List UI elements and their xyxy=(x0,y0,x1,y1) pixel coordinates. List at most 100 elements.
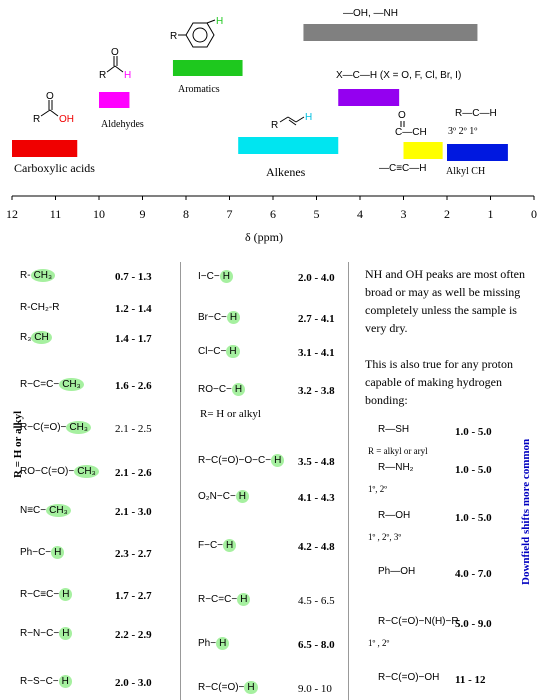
svg-text:H: H xyxy=(124,70,131,81)
col1-row-structure: R−S−C− H xyxy=(20,675,72,688)
label-aromatics: Aromatics xyxy=(178,84,220,95)
col1-row-range: 1.2 - 1.4 xyxy=(115,303,152,315)
col1-row-range: 2.1 - 3.0 xyxy=(115,506,152,518)
col1-row-range: 1.6 - 2.6 xyxy=(115,380,152,392)
col3-row-structure: R−C(=O)−N(H)−R xyxy=(378,616,459,627)
col2-row-range: 2.0 - 4.0 xyxy=(298,272,335,284)
col1-side-label: R = H or alkyl xyxy=(12,410,24,478)
col1-row-structure: N≡C− CH₃ xyxy=(20,504,71,517)
svg-text:O: O xyxy=(398,110,406,121)
col3-row-range: 1.0 - 5.0 xyxy=(455,426,492,438)
col3-row-note: 1º , 2º xyxy=(368,638,390,648)
svg-text:O: O xyxy=(111,47,119,58)
col2-note: R= H or alkyl xyxy=(200,408,261,420)
col2-row-range: 9.0 - 10 xyxy=(298,683,332,695)
x-tick-label: 12 xyxy=(6,207,18,221)
axis-label: δ (ppm) xyxy=(245,230,283,244)
label-aldehydes: Aldehydes xyxy=(101,119,144,130)
range-bar-3 xyxy=(303,24,478,41)
range-bar-5 xyxy=(338,89,400,106)
label-oh-nh: —OH, —NH xyxy=(343,8,398,19)
col2-row-structure: R−C(=O)−O−C− H xyxy=(198,454,285,467)
col3-row-structure: R—NH₂ xyxy=(378,462,414,473)
col1-row-structure: R−N−C− H xyxy=(20,627,73,640)
svg-text:R: R xyxy=(170,31,177,42)
col3-row-note: 1º, 2º xyxy=(368,484,388,494)
svg-text:H: H xyxy=(305,112,312,123)
svg-text:R: R xyxy=(33,114,40,125)
col1-row-structure: R−C(=O)− CH₃ xyxy=(20,421,91,434)
col2-row-range: 4.5 - 6.5 xyxy=(298,595,335,607)
col1-row-structure: R-CH₂-R xyxy=(20,302,60,313)
col1-row-range: 2.1 - 2.5 xyxy=(115,423,152,435)
x-tick-label: 9 xyxy=(140,207,146,221)
col3-row-structure: Ph—OH xyxy=(378,566,416,577)
label-alkenes: Alkenes xyxy=(266,165,306,179)
x-tick-label: 3 xyxy=(401,207,407,221)
col1-row-structure: RO−C(=O)− CH₃ xyxy=(20,465,99,478)
col3-row-range: 1.0 - 5.0 xyxy=(455,512,492,524)
label-alkyne: —C≡C—H xyxy=(379,163,427,174)
col3-row-note: R = alkyl or aryl xyxy=(368,446,428,456)
label-carboxylic: Carboxylic acids xyxy=(14,161,95,175)
label-rch: R—C—H xyxy=(455,108,497,119)
label-xch: X—C—H (X = O, F, Cl, Br, I) xyxy=(336,70,462,81)
col2-row-range: 3.2 - 3.8 xyxy=(298,385,335,397)
col1-row-range: 2.2 - 2.9 xyxy=(115,629,152,641)
x-tick-label: 8 xyxy=(183,207,189,221)
col1-row-structure: R−C≡C− H xyxy=(20,588,73,601)
col2-row-structure: Br−C− H xyxy=(198,311,241,324)
aldehyde-structure: R O H xyxy=(99,47,131,81)
col1-row-structure: Ph−C− H xyxy=(20,546,65,559)
range-bar-6 xyxy=(403,142,443,159)
col2-row-structure: I−C− H xyxy=(198,270,233,283)
col1-row-structure: R−C=C− CH₃ xyxy=(20,378,84,391)
svg-text:H: H xyxy=(216,16,223,27)
range-bar-1 xyxy=(99,92,130,108)
alkene-structure: R H xyxy=(271,112,312,131)
x-tick-label: 7 xyxy=(227,207,233,221)
col3-row-range: 5.0 - 9.0 xyxy=(455,618,492,630)
label-degrees: 3º 2º 1º xyxy=(448,126,478,137)
x-tick-label: 4 xyxy=(357,207,363,221)
note-1: NH and OH peaks are most often broad or … xyxy=(365,267,525,335)
svg-text:R: R xyxy=(99,70,106,81)
col2-row-structure: RO−C− H xyxy=(198,383,246,396)
column-divider-1 xyxy=(180,262,181,700)
benzene-structure: R H xyxy=(170,16,223,48)
x-tick-label: 6 xyxy=(270,207,276,221)
col2-row-range: 3.1 - 4.1 xyxy=(298,347,335,359)
col1-row-structure: R₃ CH xyxy=(20,331,52,344)
col1-row-range: 2.3 - 2.7 xyxy=(115,548,152,560)
label-alkyl: Alkyl CH xyxy=(446,166,486,177)
col2-row-structure: F−C− H xyxy=(198,539,237,552)
col1-row-range: 2.1 - 2.6 xyxy=(115,467,152,479)
col3-row-range: 4.0 - 7.0 xyxy=(455,568,492,580)
range-bar-0 xyxy=(12,140,78,157)
col2-row-structure: R−C(=O)− H xyxy=(198,681,258,694)
range-bar-7 xyxy=(447,144,508,161)
x-tick-label: 11 xyxy=(50,207,62,221)
nmr-shift-chart: 12 11 10 9 8 7 6 5 4 3 2 1 0 R O OH R O H R H R H xyxy=(6,16,537,221)
svg-text:O: O xyxy=(46,91,54,102)
x-tick-label: 2 xyxy=(444,207,450,221)
x-tick-label: 0 xyxy=(531,207,537,221)
carboxylic-acid-structure: R O OH xyxy=(33,91,74,125)
col2-row-structure: Cl−C− H xyxy=(198,345,240,358)
x-tick-label: 10 xyxy=(93,207,105,221)
svg-text:OH: OH xyxy=(59,114,74,125)
col1-row-range: 1.7 - 2.7 xyxy=(115,590,152,602)
note-2: This is also true for any proton capable… xyxy=(365,357,513,407)
col2-row-range: 4.2 - 4.8 xyxy=(298,541,335,553)
col3-row-range: 11 - 12 xyxy=(455,674,486,686)
col1-row-range: 2.0 - 3.0 xyxy=(115,677,152,689)
col2-row-structure: O₂N−C− H xyxy=(198,490,250,503)
x-tick-label: 5 xyxy=(314,207,320,221)
downfield-label: Downfield shifts more common xyxy=(520,438,532,585)
svg-text:R: R xyxy=(271,120,278,131)
range-bar-4 xyxy=(238,137,339,154)
col2-row-range: 2.7 - 4.1 xyxy=(298,313,335,325)
col3-row-structure: R—SH xyxy=(378,424,410,435)
x-tick-label: 1 xyxy=(488,207,494,221)
col3-row-note: 1º , 2º, 3º xyxy=(368,532,402,542)
